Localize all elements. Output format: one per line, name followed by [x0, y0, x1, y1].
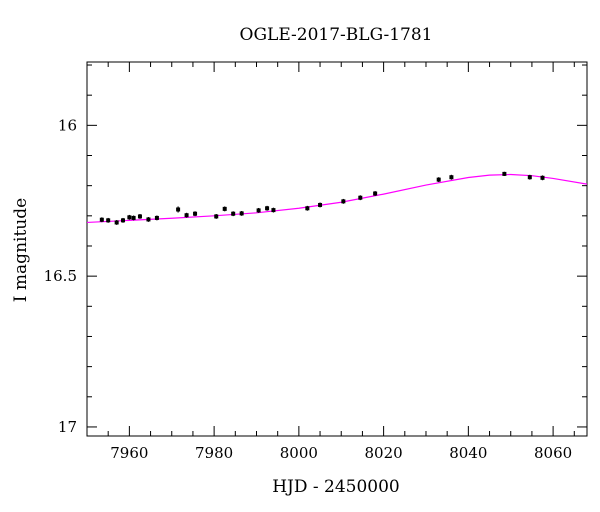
- data-point: [256, 207, 261, 213]
- data-marker: [527, 175, 532, 180]
- data-marker: [106, 218, 111, 223]
- data-marker: [305, 206, 310, 211]
- data-marker: [131, 215, 136, 220]
- data-points-group: [99, 171, 545, 225]
- x-tick-label: 8000: [280, 444, 318, 462]
- data-point: [154, 215, 159, 221]
- data-point: [305, 205, 310, 211]
- data-marker: [256, 208, 261, 213]
- data-point: [231, 211, 236, 217]
- data-point: [318, 202, 323, 208]
- data-marker: [154, 215, 159, 220]
- x-axis-label: HJD - 2450000: [272, 477, 400, 497]
- data-point: [341, 198, 346, 204]
- x-tick-label: 8060: [534, 444, 572, 462]
- data-marker: [127, 215, 132, 220]
- data-point: [121, 217, 126, 223]
- data-point: [239, 210, 244, 216]
- data-marker: [436, 177, 441, 182]
- data-marker: [318, 202, 323, 207]
- x-tick-label: 7980: [195, 444, 233, 462]
- data-point: [184, 212, 189, 218]
- y-axis-label: I magnitude: [11, 198, 31, 302]
- data-point: [527, 174, 532, 180]
- model-curve-group: [87, 173, 587, 224]
- data-point: [131, 215, 136, 221]
- x-tick-label: 8040: [449, 444, 487, 462]
- data-point: [449, 174, 454, 180]
- data-point: [502, 171, 507, 177]
- data-point: [127, 214, 132, 220]
- data-point: [146, 217, 151, 222]
- data-marker: [231, 211, 236, 216]
- data-marker: [341, 199, 346, 204]
- model-curve: [87, 173, 587, 224]
- data-marker: [265, 206, 270, 211]
- data-marker: [271, 208, 276, 213]
- y-tick-label: 16.5: [44, 267, 77, 285]
- data-marker: [540, 175, 545, 180]
- x-tick-label: 7960: [110, 444, 148, 462]
- data-marker: [137, 214, 142, 219]
- data-marker: [193, 211, 198, 216]
- data-point: [358, 195, 363, 201]
- data-marker: [222, 206, 227, 211]
- data-marker: [99, 217, 104, 222]
- chart-title: OGLE-2017-BLG-1781: [240, 25, 433, 45]
- data-marker: [146, 217, 151, 222]
- axis-ticks: [86, 62, 587, 436]
- data-marker: [121, 218, 126, 223]
- x-tick-label: 8020: [365, 444, 403, 462]
- tick-labels: 7960 7980 8000 8020 8040 8060 16 16.5 17: [44, 116, 573, 462]
- data-point: [265, 205, 270, 211]
- data-point: [137, 214, 142, 219]
- data-marker: [373, 191, 378, 196]
- data-point: [114, 220, 119, 225]
- data-marker: [176, 207, 181, 212]
- data-point: [436, 177, 441, 183]
- data-point: [106, 217, 111, 223]
- data-marker: [502, 171, 507, 176]
- data-point: [373, 191, 378, 196]
- data-marker: [358, 195, 363, 200]
- data-point: [540, 175, 545, 181]
- data-point: [99, 217, 104, 223]
- data-point: [214, 214, 219, 219]
- data-marker: [449, 175, 454, 180]
- y-tick-label: 16: [58, 116, 77, 134]
- data-point: [193, 211, 198, 217]
- data-marker: [239, 211, 244, 216]
- y-tick-label: 17: [58, 418, 77, 436]
- data-point: [222, 206, 227, 212]
- data-marker: [114, 220, 119, 225]
- data-point: [176, 206, 181, 213]
- data-marker: [214, 214, 219, 219]
- data-point: [271, 207, 276, 213]
- data-marker: [184, 213, 189, 218]
- plot-frame: [86, 61, 588, 437]
